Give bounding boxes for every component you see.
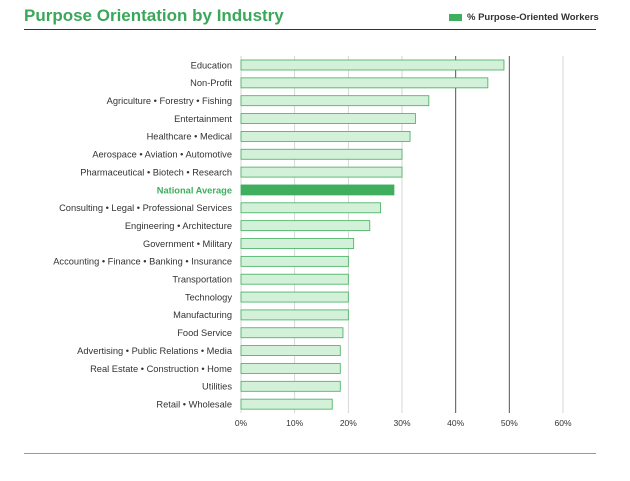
bars xyxy=(240,59,505,410)
x-tick-label: 50% xyxy=(501,418,518,428)
bottom-divider xyxy=(24,453,596,454)
category-label: Engineering • Architecture xyxy=(125,221,232,231)
category-label: Transportation xyxy=(172,275,232,285)
category-label: Aerospace • Aviation • Automotive xyxy=(92,150,232,160)
legend: % Purpose-Oriented Workers xyxy=(449,12,599,23)
bar xyxy=(240,309,349,321)
bar xyxy=(240,130,411,142)
bar xyxy=(240,95,430,107)
category-label: Education xyxy=(191,60,232,70)
bar xyxy=(240,202,381,214)
bar xyxy=(240,166,403,178)
category-label: Accounting • Finance • Banking • Insuran… xyxy=(53,257,232,267)
grid-lines xyxy=(240,56,564,413)
bar xyxy=(240,380,341,392)
x-tick-label: 30% xyxy=(393,418,410,428)
bar xyxy=(240,363,341,374)
bar xyxy=(240,113,416,124)
category-label: Consulting • Legal • Professional Servic… xyxy=(59,203,232,213)
x-tick-label: 60% xyxy=(554,418,571,428)
category-label: Agriculture • Forestry • Fishing xyxy=(107,96,232,106)
title-divider xyxy=(24,29,596,30)
category-label: Entertainment xyxy=(174,114,232,124)
category-label: Healthcare • Medical xyxy=(147,132,232,142)
category-label: Advertising • Public Relations • Media xyxy=(77,346,233,356)
bar xyxy=(240,59,505,71)
bar xyxy=(240,345,341,357)
bar xyxy=(240,255,349,267)
category-label: National Average xyxy=(157,185,232,195)
bar xyxy=(240,148,403,160)
category-label: Manufacturing xyxy=(173,310,232,320)
x-tick-label: 20% xyxy=(340,418,357,428)
category-label: Retail • Wholesale xyxy=(156,399,232,409)
category-label: Food Service xyxy=(177,328,232,338)
bar xyxy=(240,220,371,232)
legend-label: % Purpose-Oriented Workers xyxy=(467,12,599,23)
legend-swatch xyxy=(449,14,462,21)
bar xyxy=(240,291,349,303)
x-axis-ticks: 0% 10% 20% 30% 40% 50% 60% xyxy=(235,418,572,428)
bar xyxy=(240,184,395,196)
x-tick-label: 40% xyxy=(447,418,464,428)
category-label: Non-Profit xyxy=(190,78,232,88)
category-label: Pharmaceutical • Biotech • Research xyxy=(80,167,232,177)
category-label: Government • Military xyxy=(143,239,232,249)
bar xyxy=(240,77,489,89)
bar xyxy=(240,238,355,249)
x-tick-label: 0% xyxy=(235,418,248,428)
category-label: Technology xyxy=(185,292,232,302)
category-label: Utilities xyxy=(202,382,232,392)
bar xyxy=(240,327,344,339)
bar xyxy=(240,398,333,410)
x-tick-label: 10% xyxy=(286,418,303,428)
category-labels: Education Non-Profit Agriculture • Forestr… xyxy=(53,60,233,409)
bar xyxy=(240,273,349,285)
category-label: Real Estate • Construction • Home xyxy=(90,364,232,374)
chart-title: Purpose Orientation by Industry xyxy=(24,6,284,25)
